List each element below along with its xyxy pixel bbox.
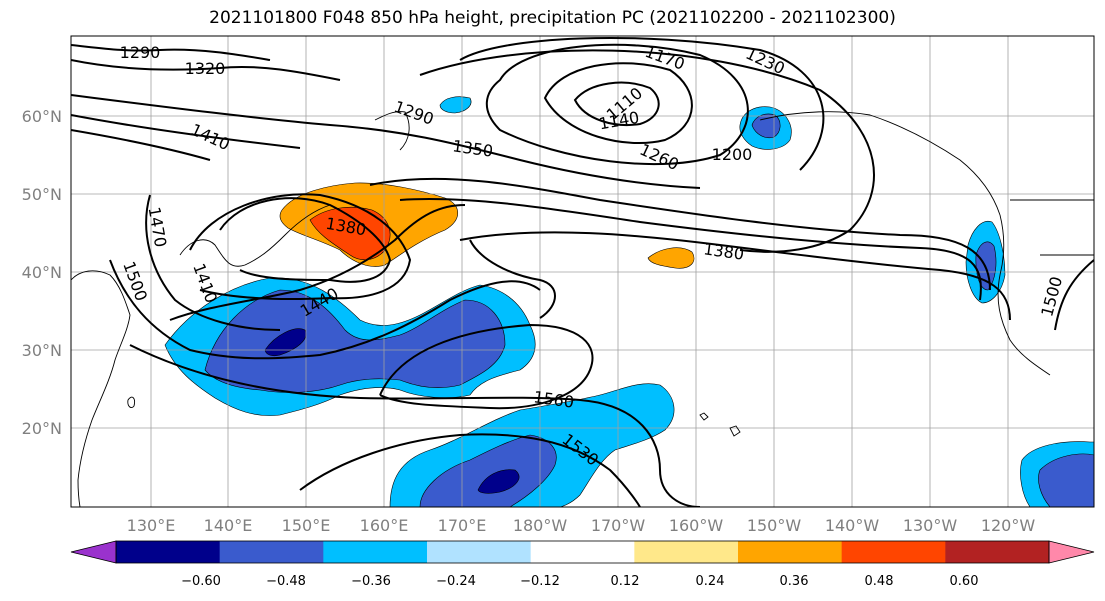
- longitude-label: 150°E: [282, 516, 331, 535]
- negative-anomaly-peak: [264, 328, 307, 357]
- colorbar: −0.60 −0.48 −0.36 −0.24 −0.12 0.12 0.24 …: [70, 540, 1095, 589]
- contour-1380-north: [71, 114, 301, 149]
- longitude-label: 130°E: [127, 516, 176, 535]
- contour-1560: [379, 323, 594, 410]
- ridge-contour-1: [369, 177, 991, 291]
- low-center-ring-2: [543, 62, 693, 144]
- hawaii-islands: [699, 412, 741, 437]
- contour-1380-band: [459, 231, 1011, 321]
- trough-contour-2: [189, 193, 412, 301]
- colorbar-segment: [1049, 541, 1094, 563]
- colorbar-segment: [738, 541, 843, 563]
- colorbar-tick-label: 0.48: [865, 574, 894, 589]
- contour-label: 1290: [120, 43, 161, 62]
- trough-contour-1: [219, 197, 392, 283]
- contour-1350: [71, 94, 701, 189]
- colorbar-tick-label: −0.60: [181, 574, 221, 589]
- longitude-label: 170°E: [438, 516, 487, 535]
- latitude-label: 20°N: [22, 419, 62, 438]
- colorbar-segment: [530, 541, 635, 563]
- colorbar-segment: [219, 541, 324, 563]
- longitude-label: 140°W: [825, 516, 880, 535]
- colorbar-segment: [841, 541, 946, 563]
- colorbar-segment: [634, 541, 739, 563]
- colorbar-segment: [427, 541, 532, 563]
- colorbar-tick-label: −0.12: [520, 574, 560, 589]
- map-title: 2021101800 F048 850 hPa height, precipit…: [209, 8, 896, 28]
- longitude-label: 120°W: [981, 516, 1036, 535]
- korea-japan-coastline: [179, 204, 331, 267]
- kamchatka-coastline: [374, 111, 410, 151]
- colorbar-tick-label: −0.36: [351, 574, 391, 589]
- contour-1500-west: [109, 259, 541, 360]
- ridge-contour-2: [399, 198, 982, 301]
- asia-coastline: [71, 270, 131, 507]
- positive-anomaly-mid-pacific: [647, 247, 695, 269]
- longitude-label: 130°W: [903, 516, 958, 535]
- gridlines: [71, 36, 1094, 507]
- latitude-label: 50°N: [22, 185, 62, 204]
- longitude-label: 160°E: [360, 516, 409, 535]
- contour-1410: [71, 129, 211, 161]
- colorbar-tick-label: −0.24: [436, 574, 476, 589]
- contour-1260: [419, 49, 875, 253]
- low-center-ring-3: [485, 43, 749, 166]
- contour-1440: [169, 204, 466, 321]
- negative-anomaly-south-core: [419, 434, 557, 507]
- colorbar-tick-label: 0.24: [696, 574, 725, 589]
- high-ring-sw: [469, 239, 556, 319]
- longitude-label: 150°W: [747, 516, 802, 535]
- negative-anomaly-southeast-core: [1038, 453, 1094, 507]
- longitude-labels: 130°E 140°E 150°E 160°E 170°E 180°W 170°…: [127, 516, 1036, 535]
- colorbar-segment: [945, 541, 1050, 563]
- colorbar-segment: [71, 541, 116, 563]
- contour-1320: [71, 59, 341, 81]
- contour-1470: [145, 194, 281, 331]
- contour-1500-east: [1054, 259, 1094, 331]
- latitude-label: 40°N: [22, 263, 62, 282]
- colorbar-ticks: −0.60 −0.48 −0.36 −0.24 −0.12 0.12 0.24 …: [181, 574, 978, 589]
- contour-1530: [299, 433, 641, 507]
- longitude-label: 180°W: [513, 516, 568, 535]
- latitude-labels: 60°N 50°N 40°N 30°N 20°N: [22, 107, 62, 438]
- negative-anomaly-core: [204, 289, 506, 393]
- longitude-label: 140°E: [204, 516, 253, 535]
- colorbar-segment: [116, 541, 221, 563]
- colorbar-tick-label: 0.36: [780, 574, 809, 589]
- contour-1530-big: [129, 344, 701, 507]
- longitude-label: 160°W: [669, 516, 724, 535]
- colorbar-tick-label: 0.60: [950, 574, 979, 589]
- colorbar-frame: [115, 540, 1050, 564]
- negative-anomaly-south-peak: [477, 469, 520, 494]
- map-panel: 1290 1320 1410 1350 1290 1170 1230 1110 …: [70, 35, 1095, 508]
- height-contours: [71, 36, 1094, 507]
- low-center-ring-1: [573, 81, 660, 126]
- coastlines: [71, 111, 1094, 507]
- alaska-coastline: [759, 111, 1001, 216]
- colorbar-tick-label: 0.12: [611, 574, 640, 589]
- contour-label: 1320: [185, 59, 226, 78]
- taiwan-coast: [127, 396, 135, 409]
- precipitation-shading: [164, 96, 1094, 507]
- na-west-coastline: [997, 214, 1051, 376]
- contour-1230: [459, 36, 825, 171]
- negative-anomaly-kamchatka: [439, 96, 472, 114]
- colorbar-tick-label: −0.48: [266, 574, 306, 589]
- map-frame: [70, 35, 1095, 508]
- negative-anomaly-alaska-core: [751, 113, 781, 139]
- longitude-label: 170°W: [591, 516, 646, 535]
- contour-label: 1200: [712, 145, 753, 164]
- latitude-label: 60°N: [22, 107, 62, 126]
- contour-1290: [71, 44, 271, 61]
- colorbar-segment: [323, 541, 428, 563]
- latitude-label: 30°N: [22, 341, 62, 360]
- colorbar-segments: [71, 541, 1094, 563]
